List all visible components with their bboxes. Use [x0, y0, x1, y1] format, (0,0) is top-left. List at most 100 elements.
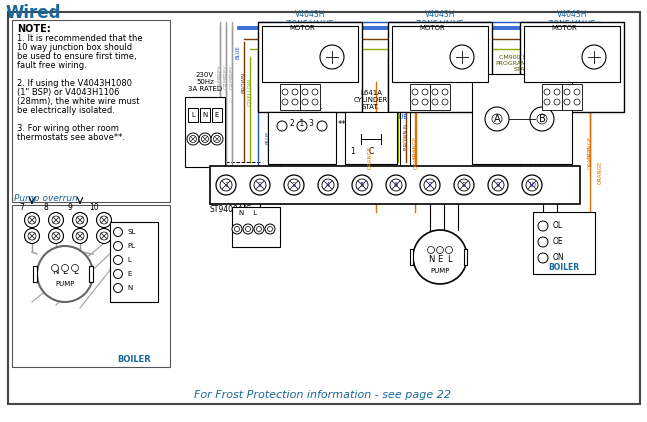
Text: T6360B
ROOM STAT.: T6360B ROOM STAT.	[281, 97, 323, 110]
Text: BROWN N: BROWN N	[404, 124, 408, 150]
Bar	[524, 26, 620, 82]
Circle shape	[538, 237, 548, 247]
Text: N: N	[52, 267, 58, 276]
Circle shape	[199, 133, 211, 145]
Circle shape	[454, 175, 474, 195]
Circle shape	[292, 99, 298, 105]
Circle shape	[232, 224, 242, 234]
Text: 7: 7	[428, 182, 432, 188]
Circle shape	[72, 228, 87, 243]
Text: thermostats see above**.: thermostats see above**.	[17, 133, 125, 142]
Bar	[392, 26, 488, 82]
Bar	[410, 84, 430, 110]
Text: B: B	[538, 114, 545, 124]
Circle shape	[297, 121, 307, 131]
Circle shape	[96, 228, 111, 243]
Circle shape	[554, 89, 560, 95]
Circle shape	[485, 107, 509, 131]
Text: HW HTG: HW HTG	[245, 214, 277, 223]
Text: BLUE: BLUE	[517, 114, 535, 120]
Bar	[410, 249, 413, 265]
Text: BROWN: BROWN	[241, 71, 247, 92]
Circle shape	[250, 175, 270, 195]
Text: BLUE: BLUE	[236, 45, 241, 59]
Text: E: E	[215, 112, 219, 118]
Text: OE: OE	[553, 238, 564, 246]
Circle shape	[25, 228, 39, 243]
Circle shape	[211, 133, 223, 145]
Text: E: E	[62, 267, 68, 276]
Bar	[258, 22, 362, 112]
Text: G/YELLOW: G/YELLOW	[248, 78, 252, 106]
Text: L: L	[446, 254, 452, 263]
Circle shape	[538, 221, 548, 231]
Text: 10: 10	[527, 182, 536, 188]
Circle shape	[390, 179, 402, 191]
Bar	[280, 84, 300, 110]
Bar	[345, 112, 397, 164]
Text: 5: 5	[360, 182, 364, 188]
Circle shape	[322, 179, 334, 191]
Text: SL: SL	[127, 229, 135, 235]
Text: L: L	[72, 267, 77, 276]
Circle shape	[320, 45, 344, 69]
Text: (28mm), the white wire must: (28mm), the white wire must	[17, 97, 140, 106]
Circle shape	[302, 99, 308, 105]
Text: ORANGE: ORANGE	[367, 145, 373, 169]
Circle shape	[312, 89, 318, 95]
Circle shape	[318, 175, 338, 195]
Text: ORANGE: ORANGE	[413, 135, 417, 159]
Bar	[33, 266, 37, 282]
Text: 1: 1	[224, 182, 228, 188]
Circle shape	[187, 133, 199, 145]
Circle shape	[113, 227, 122, 236]
Text: 8: 8	[462, 182, 466, 188]
Text: PUMP: PUMP	[55, 281, 74, 287]
Circle shape	[72, 213, 87, 227]
Circle shape	[292, 89, 298, 95]
Text: 3. For wiring other room: 3. For wiring other room	[17, 124, 119, 133]
Circle shape	[254, 224, 264, 234]
Text: BOILER: BOILER	[117, 355, 151, 364]
Text: OL: OL	[553, 222, 563, 230]
Text: A: A	[494, 114, 500, 124]
Circle shape	[564, 99, 570, 105]
Bar	[300, 84, 320, 110]
Circle shape	[254, 179, 266, 191]
Circle shape	[386, 175, 406, 195]
Text: 9: 9	[67, 203, 72, 211]
Circle shape	[61, 265, 69, 271]
Bar	[562, 84, 582, 110]
Text: CM900 SERIES
PROGRAMMABLE
STAT.: CM900 SERIES PROGRAMMABLE STAT.	[496, 55, 548, 72]
Text: E: E	[437, 254, 443, 263]
Text: ORANGE: ORANGE	[373, 135, 378, 159]
Text: BROWN: BROWN	[274, 127, 278, 147]
Bar	[520, 22, 624, 112]
Text: GREY: GREY	[217, 75, 223, 89]
Text: MOTOR: MOTOR	[419, 25, 445, 31]
Circle shape	[256, 227, 261, 232]
Text: G/YELLOW: G/YELLOW	[281, 124, 287, 151]
Bar	[110, 222, 158, 302]
Circle shape	[214, 135, 221, 143]
Circle shape	[76, 216, 84, 224]
Text: MOTOR: MOTOR	[289, 25, 315, 31]
Circle shape	[113, 284, 122, 292]
Circle shape	[458, 179, 470, 191]
Text: 9: 9	[496, 182, 500, 188]
Text: N: N	[127, 285, 132, 291]
Text: N    L: N L	[239, 210, 257, 216]
Bar	[185, 97, 225, 167]
Bar	[464, 249, 467, 265]
Circle shape	[25, 213, 39, 227]
Text: PL: PL	[127, 243, 135, 249]
Circle shape	[424, 179, 436, 191]
Text: 8: 8	[43, 203, 49, 211]
Circle shape	[554, 99, 560, 105]
Circle shape	[530, 107, 554, 131]
Bar	[12, 20, 170, 202]
Text: BLUE: BLUE	[390, 114, 408, 120]
Circle shape	[100, 216, 108, 224]
Circle shape	[113, 241, 122, 251]
Circle shape	[420, 175, 440, 195]
